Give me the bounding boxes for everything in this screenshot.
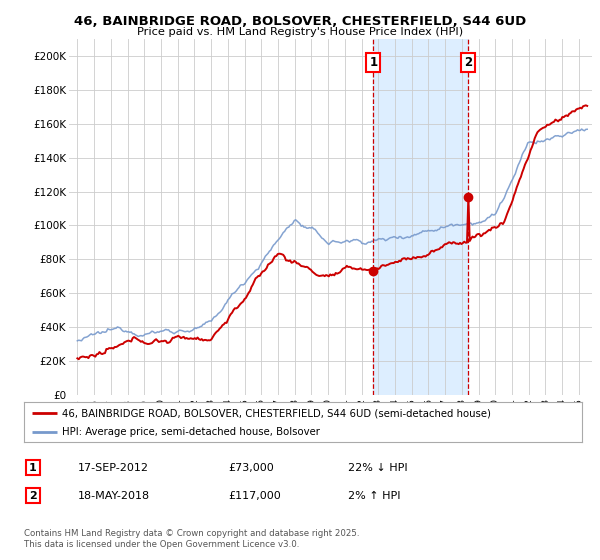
Text: 46, BAINBRIDGE ROAD, BOLSOVER, CHESTERFIELD, S44 6UD: 46, BAINBRIDGE ROAD, BOLSOVER, CHESTERFI…: [74, 15, 526, 27]
Text: 2: 2: [464, 57, 472, 69]
Text: Price paid vs. HM Land Registry's House Price Index (HPI): Price paid vs. HM Land Registry's House …: [137, 27, 463, 37]
Bar: [373, 39, 468, 395]
Text: 2% ↑ HPI: 2% ↑ HPI: [348, 491, 401, 501]
Text: 46, BAINBRIDGE ROAD, BOLSOVER, CHESTERFIELD, S44 6UD (semi-detached house): 46, BAINBRIDGE ROAD, BOLSOVER, CHESTERFI…: [62, 408, 491, 418]
Text: 18-MAY-2018: 18-MAY-2018: [78, 491, 150, 501]
Text: Contains HM Land Registry data © Crown copyright and database right 2025.
This d: Contains HM Land Registry data © Crown c…: [24, 529, 359, 549]
Text: 2: 2: [29, 491, 37, 501]
Text: 22% ↓ HPI: 22% ↓ HPI: [348, 463, 407, 473]
Text: 17-SEP-2012: 17-SEP-2012: [78, 463, 149, 473]
Text: £117,000: £117,000: [228, 491, 281, 501]
Text: £73,000: £73,000: [228, 463, 274, 473]
Text: HPI: Average price, semi-detached house, Bolsover: HPI: Average price, semi-detached house,…: [62, 427, 320, 437]
Text: 1: 1: [29, 463, 37, 473]
Text: 1: 1: [370, 57, 377, 69]
